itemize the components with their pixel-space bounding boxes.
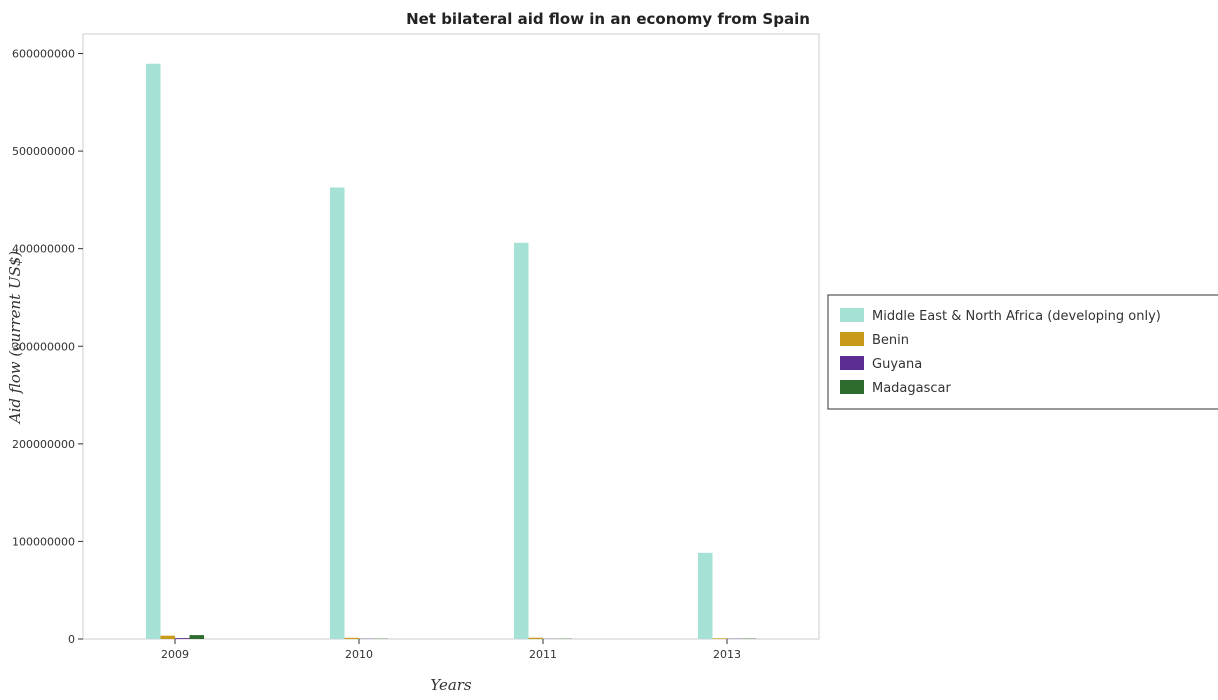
legend: Middle East & North Africa (developing o…	[827, 294, 1218, 410]
x-tick-label: 2013	[713, 648, 741, 661]
y-tick-label: 600000000	[12, 48, 75, 61]
legend-swatch	[840, 332, 864, 346]
y-tick-label: 200000000	[12, 438, 75, 451]
legend-swatch	[840, 356, 864, 370]
x-axis-label: Years	[430, 676, 472, 694]
legend-label: Middle East & North Africa (developing o…	[872, 309, 1161, 324]
y-tick-label: 100000000	[12, 535, 75, 548]
y-axis: 0 100000000 200000000 300000000 400000000 500…	[12, 48, 83, 646]
bars-group	[146, 63, 756, 640]
bar-benin-2010	[344, 637, 359, 639]
bar-middle-east-north-africa-developing-only--2011	[514, 242, 529, 640]
bar-benin-2009	[160, 635, 175, 639]
y-tick-label: 0	[68, 633, 75, 646]
legend-swatch	[840, 308, 864, 322]
legend-items: Middle East & North Africa (developing o…	[840, 308, 1161, 396]
bar-guyana-2009	[175, 638, 190, 639]
bar-middle-east-north-africa-developing-only--2009	[146, 63, 161, 640]
legend-box	[827, 294, 1218, 410]
y-axis-label: Aid flow (current US$)	[6, 251, 24, 426]
bar-middle-east-north-africa-developing-only--2013	[698, 552, 713, 639]
x-axis: 2009 2010 2011 2013	[161, 639, 741, 661]
legend-label: Benin	[872, 333, 909, 348]
x-tick-label: 2009	[161, 648, 189, 661]
bar-benin-2011	[528, 637, 543, 639]
y-tick-label: 300000000	[12, 340, 75, 353]
legend-swatch	[840, 380, 864, 394]
x-tick-label: 2011	[529, 648, 557, 661]
y-tick-label: 500000000	[12, 145, 75, 158]
legend-label: Guyana	[872, 357, 922, 372]
bar-benin-2013	[712, 638, 727, 639]
bar-middle-east-north-africa-developing-only--2010	[330, 187, 345, 639]
x-tick-label: 2010	[345, 648, 373, 661]
y-tick-label: 400000000	[12, 243, 75, 256]
plot-frame	[82, 33, 820, 640]
legend-label: Madagascar	[872, 381, 952, 396]
bar-madagascar-2009	[189, 635, 204, 639]
chart-title: Net bilateral aid flow in an economy fro…	[406, 10, 810, 28]
